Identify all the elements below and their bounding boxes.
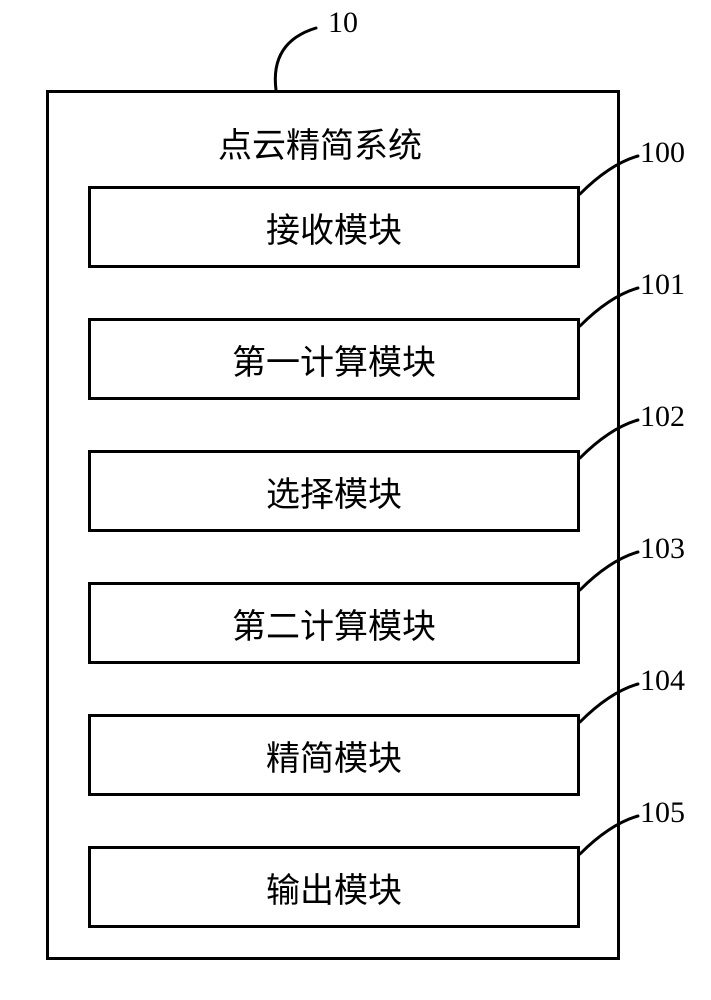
diagram-canvas: 10 点云精简系统 接收模块100第一计算模块101选择模块102第二计算模块1… [0,0,711,1000]
ref-callout [0,0,711,1000]
